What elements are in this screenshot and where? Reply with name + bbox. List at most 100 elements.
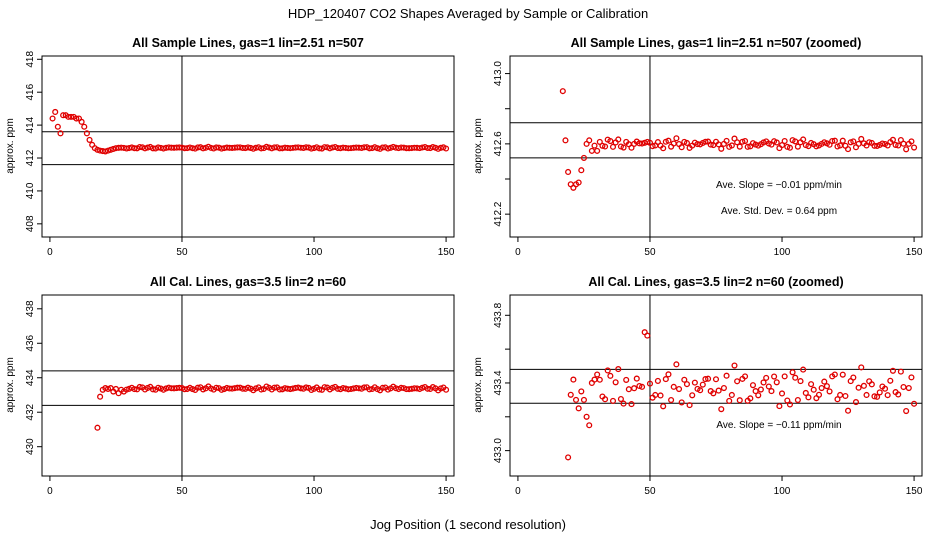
data-point (868, 381, 875, 388)
data-point (752, 388, 759, 395)
data-point (805, 394, 812, 401)
data-point (673, 361, 680, 368)
data-point (845, 407, 852, 414)
data-point (107, 146, 114, 153)
data-point (424, 385, 431, 392)
data-point (565, 168, 572, 176)
data-point (565, 454, 572, 461)
data-point (718, 145, 725, 152)
data-point (778, 390, 786, 397)
data-point (633, 375, 640, 382)
data-point (612, 379, 619, 386)
data-point (749, 382, 757, 389)
data-point (321, 384, 328, 391)
x-tick-label: 150 (438, 486, 455, 497)
data-point (739, 138, 746, 145)
x-tick-label: 50 (644, 486, 656, 497)
data-point (591, 142, 598, 149)
data-point (567, 391, 574, 398)
data-point (416, 145, 423, 152)
x-tick-label: 100 (306, 247, 323, 258)
data-point (874, 393, 881, 400)
data-point (736, 143, 743, 150)
data-point (681, 376, 688, 383)
data-point (768, 388, 775, 395)
data-point (155, 144, 162, 151)
data-point (694, 140, 701, 148)
data-point (895, 391, 902, 398)
y-tick-label: 438 (25, 300, 36, 317)
data-point (720, 384, 727, 392)
data-point (607, 138, 614, 145)
data-point (104, 385, 112, 392)
data-point (686, 402, 693, 409)
data-point (316, 145, 323, 152)
data-point (794, 143, 801, 150)
data-point (609, 397, 617, 404)
data-point (443, 145, 450, 152)
data-point (263, 143, 270, 150)
data-point (97, 393, 104, 400)
data-point (52, 108, 59, 115)
data-point (884, 392, 891, 399)
x-tick-label: 150 (906, 247, 923, 258)
data-point (602, 396, 609, 403)
data-point (580, 154, 587, 161)
data-point (778, 142, 786, 149)
y-axis-label: approx. ppm (5, 118, 16, 174)
panel-title: All Cal. Lines, gas=3.5 lin=2 n=60 (150, 275, 346, 289)
data-point (234, 384, 241, 391)
data-point (316, 386, 323, 393)
data-point (757, 386, 764, 393)
data-point (398, 384, 405, 391)
data-point (726, 397, 733, 404)
data-point (586, 137, 593, 144)
chart-panel-cal-lines-zoomed: All Cal. Lines, gas=3.5 lin=2 n=60 (zoom… (473, 275, 923, 497)
x-tick-label: 0 (47, 247, 53, 258)
data-point (760, 379, 767, 386)
data-point (295, 384, 302, 391)
data-point (628, 401, 635, 408)
data-point (200, 145, 207, 152)
data-point (668, 396, 675, 404)
data-point (863, 391, 870, 399)
x-tick-label: 0 (515, 247, 521, 258)
data-point (705, 375, 712, 382)
data-point (321, 144, 328, 151)
data-point (81, 123, 88, 130)
data-point (808, 381, 815, 388)
data-point (607, 372, 614, 379)
y-tick-label: 432 (25, 403, 36, 420)
data-point (765, 383, 772, 390)
data-point (599, 142, 606, 149)
x-tick-label: 100 (306, 486, 323, 497)
y-tick-label: 410 (25, 182, 36, 199)
data-point (586, 422, 593, 429)
y-tick-label: 412.2 (493, 201, 504, 226)
data-point (670, 383, 677, 390)
data-point (258, 145, 265, 152)
data-point (657, 392, 664, 399)
data-point (181, 386, 188, 393)
data-point (131, 145, 138, 152)
chart-panel-cal-lines: All Cal. Lines, gas=3.5 lin=2 n=60 appro… (5, 275, 455, 497)
x-tick-label: 50 (644, 247, 656, 258)
data-point (340, 385, 347, 392)
data-point (665, 137, 672, 144)
data-point (742, 138, 749, 145)
data-point (57, 130, 64, 137)
y-tick-label: 414 (25, 116, 36, 133)
data-point (845, 146, 852, 153)
data-point (858, 364, 865, 371)
data-point (781, 138, 788, 145)
data-point (218, 386, 225, 393)
data-point (771, 373, 778, 380)
data-point (594, 147, 601, 154)
data-point (60, 112, 67, 119)
data-point (834, 396, 841, 403)
data-point (815, 391, 823, 398)
data-point (829, 138, 836, 145)
data-point (871, 393, 878, 400)
data-point (620, 144, 627, 151)
data-point (102, 148, 109, 155)
